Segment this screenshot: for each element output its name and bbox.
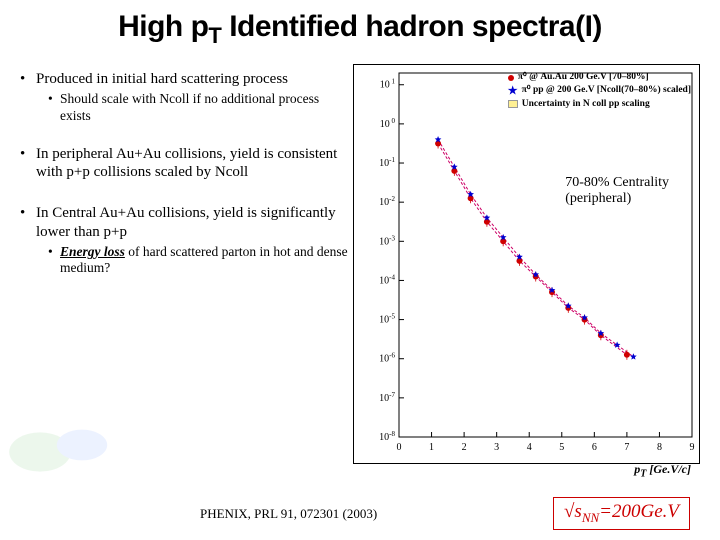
bullet-sub: •Energy loss of hard scattered parton in… bbox=[48, 244, 348, 278]
bullet-main: •In Central Au+Au collisions, yield is s… bbox=[20, 204, 348, 242]
svg-text:9: 9 bbox=[689, 442, 694, 453]
slide-title: High pT Identified hadron spectra(I) bbox=[20, 10, 700, 49]
spectra-chart: 0 1 2 3 4 5 6 7 8 9 10-8 10-7 10-6 10-5 10-4 10-3 10-2 10… bbox=[353, 64, 700, 464]
svg-text:4: 4 bbox=[526, 442, 531, 453]
title-post: Identified hadron spectra(I) bbox=[221, 10, 602, 43]
centrality-line1: 70-80% Centrality bbox=[565, 175, 669, 191]
svg-text:10-5: 10-5 bbox=[379, 313, 395, 326]
svg-text:2: 2 bbox=[461, 442, 466, 453]
svg-text:8: 8 bbox=[657, 442, 662, 453]
bullet-main: •Produced in initial hard scattering pro… bbox=[20, 70, 348, 89]
bullet-column: •Produced in initial hard scattering pro… bbox=[20, 64, 348, 464]
svg-text:6: 6 bbox=[591, 442, 596, 453]
bullet-sub: •Should scale with Ncoll if no additiona… bbox=[48, 91, 348, 125]
centrality-line2: (peripheral) bbox=[565, 191, 669, 207]
svg-text:10 1: 10 1 bbox=[379, 78, 395, 91]
svg-text:0: 0 bbox=[396, 442, 401, 453]
citation: PHENIX, PRL 91, 072301 (2003) bbox=[200, 506, 377, 522]
svg-text:10-7: 10-7 bbox=[379, 391, 395, 404]
svg-text:10-8: 10-8 bbox=[379, 430, 395, 443]
title-pre: High p bbox=[118, 10, 208, 43]
svg-text:3: 3 bbox=[494, 442, 499, 453]
svg-text:10-4: 10-4 bbox=[379, 273, 395, 286]
chart-plot: 0 1 2 3 4 5 6 7 8 9 10-8 10-7 10-6 10-5 10-4 10-3 10-2 10… bbox=[354, 65, 699, 463]
svg-text:7: 7 bbox=[624, 442, 629, 453]
svg-text:10 0: 10 0 bbox=[379, 117, 395, 130]
x-axis-label: pT [Ge.V/c] bbox=[634, 462, 691, 479]
svg-text:10-6: 10-6 bbox=[379, 352, 395, 365]
chart-legend: π⁰ @ Au.Au 200 Ge.V [70–80%]★π⁰ pp @ 200… bbox=[508, 71, 691, 111]
svg-text:5: 5 bbox=[559, 442, 564, 453]
svg-text:10-2: 10-2 bbox=[379, 195, 395, 208]
title-sub: T bbox=[208, 23, 221, 48]
svg-text:10-1: 10-1 bbox=[379, 156, 395, 169]
bullet-main: •In peripheral Au+Au collisions, yield i… bbox=[20, 145, 348, 183]
svg-text:1: 1 bbox=[429, 442, 434, 453]
energy-box: √sNN=200Ge.V bbox=[553, 497, 690, 530]
legend-row: π⁰ @ Au.Au 200 Ge.V [70–80%] bbox=[508, 71, 691, 84]
svg-text:10-3: 10-3 bbox=[379, 234, 395, 247]
legend-row: Uncertainty in N coll pp scaling bbox=[508, 98, 691, 111]
legend-row: ★π⁰ pp @ 200 Ge.V [Ncoll(70–80%) scaled] bbox=[508, 84, 691, 97]
centrality-label: 70-80% Centrality (peripheral) bbox=[565, 175, 669, 207]
bg-decoration bbox=[0, 410, 150, 480]
